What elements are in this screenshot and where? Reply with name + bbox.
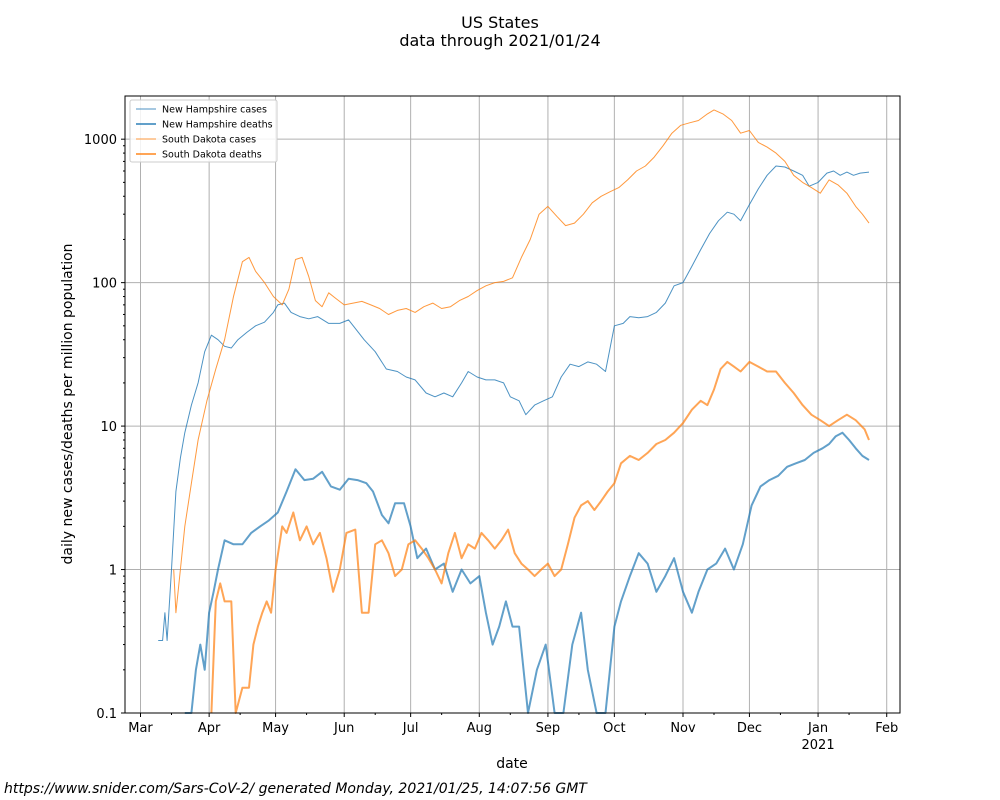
y-tick-label: 100 bbox=[92, 277, 117, 292]
chart-canvas: US States data through 2021/01/24 Mar Apr… bbox=[60, 13, 901, 772]
legend: New Hampshire cases New Hampshire deaths S… bbox=[129, 99, 278, 163]
x-tick-label: Jun bbox=[333, 721, 354, 736]
legend-label: New Hampshire deaths bbox=[162, 120, 273, 131]
x-axis-label: date bbox=[496, 756, 528, 772]
series-layer bbox=[158, 109, 870, 714]
new-hampshire-cases-line bbox=[158, 165, 870, 641]
plot-frame bbox=[124, 95, 901, 714]
x-tick-label: Jan bbox=[807, 721, 828, 736]
x-tick-label: Aug bbox=[467, 721, 492, 736]
chart-title: US States bbox=[461, 13, 539, 32]
y-axis: 0.1 1 10 100 1000 bbox=[84, 133, 125, 722]
chart-subtitle: data through 2021/01/24 bbox=[399, 31, 600, 50]
y-axis-label: daily new cases/deaths per million popul… bbox=[60, 243, 76, 564]
legend-box bbox=[129, 99, 278, 163]
y-tick-label: 0.1 bbox=[96, 707, 117, 722]
grid-lines bbox=[125, 96, 900, 714]
x-tick-label: Jul bbox=[402, 721, 419, 736]
x-tick-label: Sep bbox=[536, 721, 561, 736]
generation-footer: https://www.snider.com/Sars-CoV-2/ gener… bbox=[4, 781, 587, 797]
x-tick-label: Feb bbox=[875, 721, 898, 736]
legend-label: New Hampshire cases bbox=[162, 105, 267, 116]
x-tick-label: Mar bbox=[128, 721, 153, 736]
y-tick-label: 1000 bbox=[84, 133, 117, 148]
x-tick-label: Apr bbox=[198, 721, 221, 736]
new-hampshire-deaths-line bbox=[184, 431, 870, 714]
legend-label: South Dakota deaths bbox=[162, 150, 262, 161]
south-dakota-deaths-line bbox=[210, 360, 870, 714]
y-tick-label: 1 bbox=[109, 564, 117, 579]
y-tick-label: 10 bbox=[100, 420, 117, 435]
x-tick-label: Oct bbox=[603, 721, 625, 736]
legend-label: South Dakota cases bbox=[162, 135, 256, 146]
x-tick-label: Nov bbox=[670, 721, 696, 736]
south-dakota-cases-line bbox=[173, 109, 870, 614]
x-tick-label: Dec bbox=[737, 721, 762, 736]
x-axis: Mar Apr May Jun Jul Aug Sep Oct Nov Dec Jan 2021 Feb bbox=[128, 713, 898, 753]
x-tick-year-label: 2021 bbox=[802, 738, 835, 753]
x-tick-label: May bbox=[262, 721, 289, 736]
